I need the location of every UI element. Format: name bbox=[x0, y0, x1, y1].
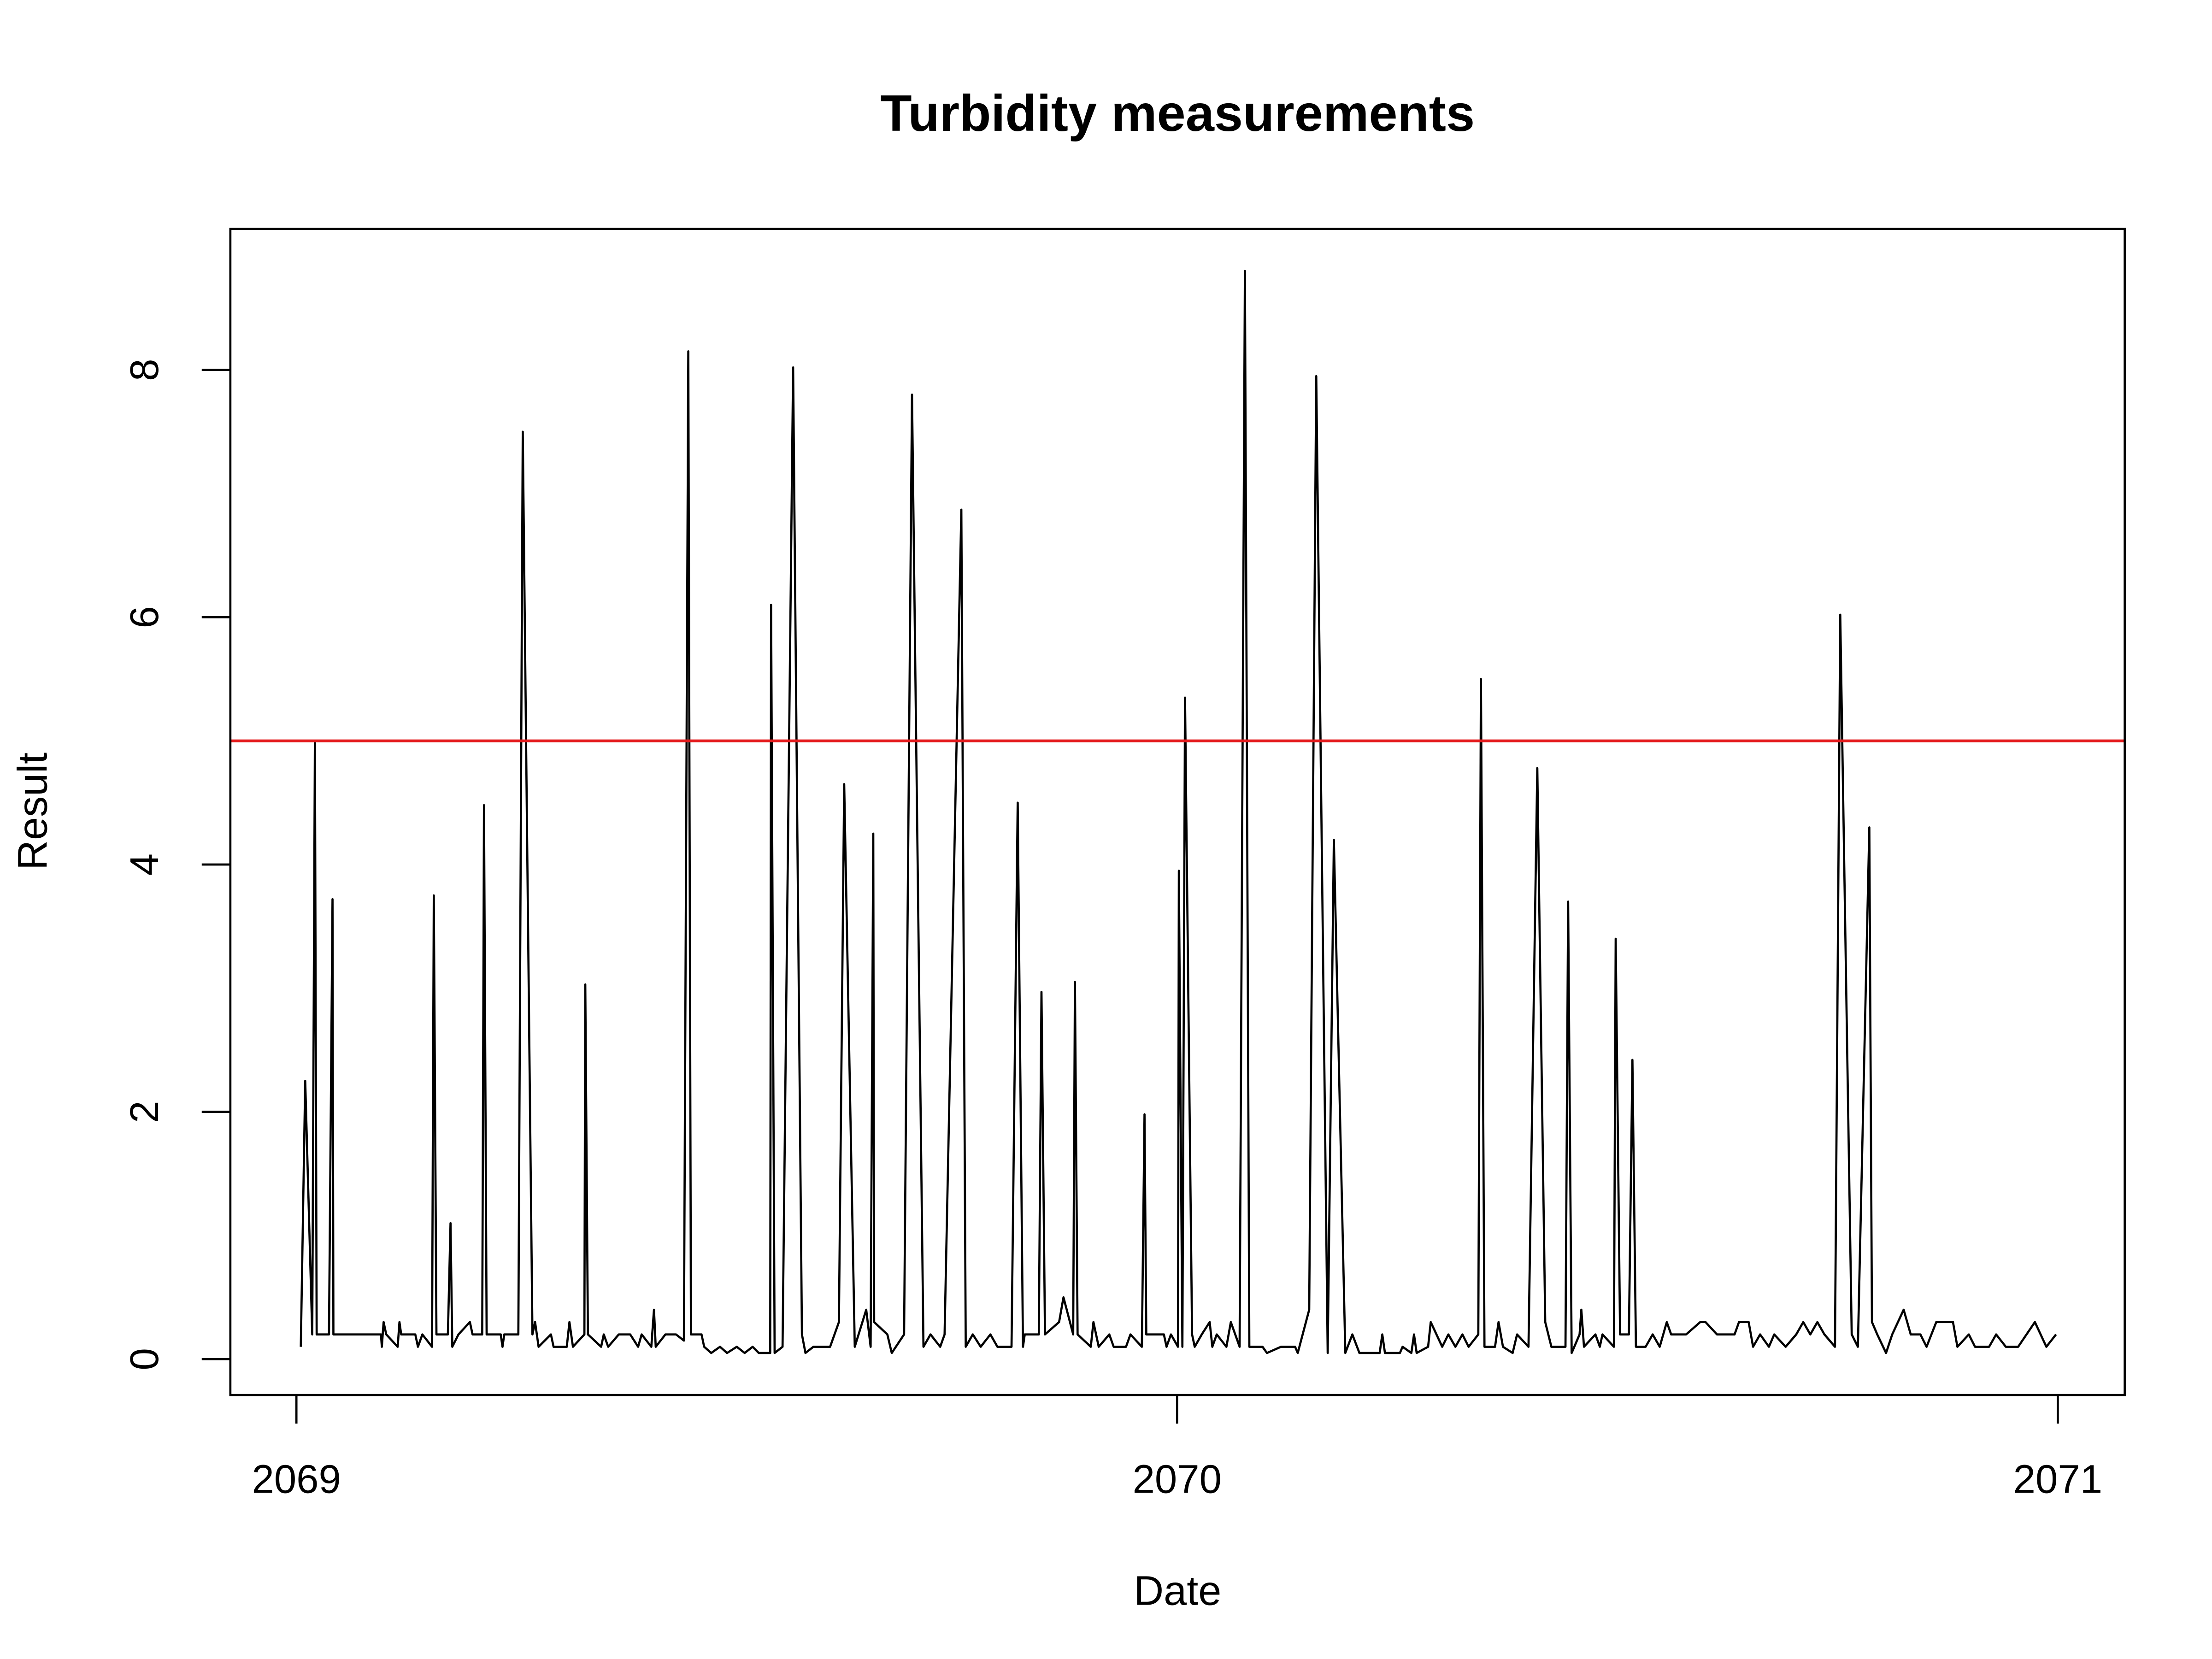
y-tick-label: 8 bbox=[122, 359, 167, 381]
x-tick-label: 2070 bbox=[1133, 1457, 1222, 1502]
x-axis-label: Date bbox=[1134, 1568, 1221, 1614]
x-tick-label: 2069 bbox=[252, 1457, 341, 1502]
chart-title: Turbidity measurements bbox=[880, 84, 1475, 142]
y-tick-label: 2 bbox=[122, 1101, 167, 1123]
y-axis-label: Result bbox=[9, 753, 56, 870]
y-tick-label: 0 bbox=[122, 1348, 167, 1370]
plot-area: 2069 2070 2071 0 2 4 6 8 bbox=[122, 270, 2125, 1502]
y-tick-label: 6 bbox=[122, 606, 167, 628]
x-tick-label: 2071 bbox=[2013, 1457, 2102, 1502]
plot-frame bbox=[229, 228, 2126, 1396]
y-tick-label: 4 bbox=[122, 853, 167, 876]
data-line bbox=[300, 270, 2057, 1354]
